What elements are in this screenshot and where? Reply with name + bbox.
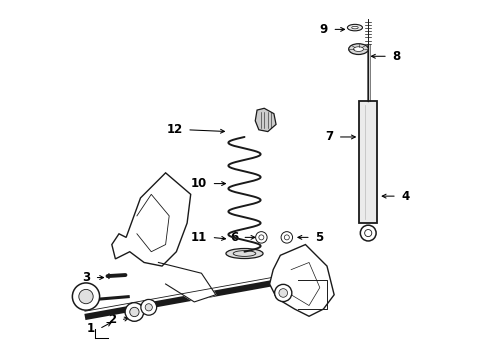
Ellipse shape [225, 248, 263, 258]
Ellipse shape [353, 47, 363, 51]
Ellipse shape [346, 24, 362, 31]
Polygon shape [112, 173, 190, 266]
Circle shape [278, 289, 287, 297]
Text: 8: 8 [391, 50, 400, 63]
Text: 10: 10 [190, 177, 207, 190]
Polygon shape [359, 101, 376, 223]
Text: 3: 3 [82, 271, 90, 284]
Circle shape [72, 283, 100, 310]
Ellipse shape [348, 44, 367, 54]
Text: 7: 7 [325, 130, 333, 144]
Circle shape [141, 300, 156, 315]
Text: 6: 6 [229, 231, 238, 244]
Text: 9: 9 [319, 23, 327, 36]
Ellipse shape [351, 26, 357, 29]
Text: 11: 11 [190, 231, 207, 244]
Circle shape [281, 231, 292, 243]
Polygon shape [269, 244, 333, 316]
Text: 2: 2 [108, 313, 116, 327]
Circle shape [79, 289, 93, 304]
Circle shape [145, 304, 152, 311]
Text: 5: 5 [314, 231, 323, 244]
Circle shape [274, 284, 291, 302]
Circle shape [125, 303, 143, 321]
Circle shape [255, 231, 266, 243]
Text: 12: 12 [166, 123, 183, 136]
Polygon shape [158, 262, 215, 302]
Text: 4: 4 [400, 190, 408, 203]
Polygon shape [255, 108, 276, 132]
Circle shape [129, 307, 139, 317]
Text: 1: 1 [87, 322, 95, 335]
